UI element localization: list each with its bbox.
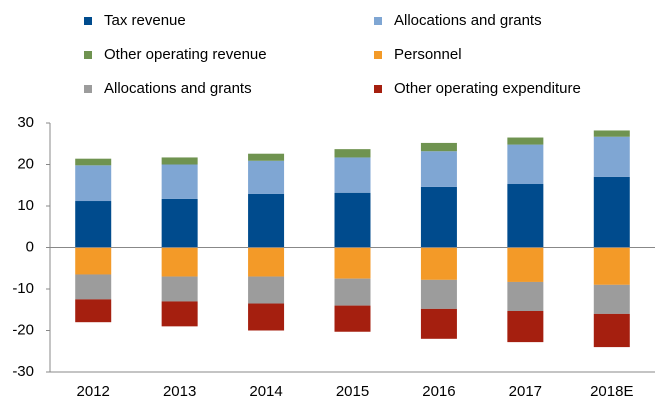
legend-swatch [84, 17, 92, 25]
bar-segment [420, 142, 457, 152]
legend-swatch [374, 85, 382, 93]
bar-segment [161, 198, 198, 248]
bar-segment [334, 278, 371, 306]
bar-segment [75, 274, 112, 300]
legend-label: Allocations and grants [104, 80, 252, 97]
bar-segment [507, 310, 544, 343]
x-tick-label: 2015 [336, 383, 369, 400]
y-tick-label: 0 [26, 238, 34, 255]
bar-segment [593, 176, 630, 248]
bar-segment [161, 157, 198, 165]
legend-label: Personnel [394, 46, 462, 63]
bar-segment [507, 144, 544, 185]
legend-swatch [374, 17, 382, 25]
bar-segment [161, 247, 198, 277]
bar-segment [420, 151, 457, 187]
bar-segment [334, 305, 371, 332]
y-tick-label: -20 [12, 321, 34, 338]
bar-segment [593, 136, 630, 177]
bar-segment [420, 186, 457, 248]
bar-segment [334, 192, 371, 248]
bar-segment [334, 149, 371, 158]
bar-segment [248, 153, 285, 161]
bar-segment [248, 160, 285, 194]
bar-segment [75, 158, 112, 166]
x-tick-label: 2018E [590, 383, 633, 400]
bar-segment [593, 130, 630, 137]
x-tick-label: 2016 [422, 383, 455, 400]
bar-segment [593, 313, 630, 348]
bar-segment [161, 301, 198, 327]
legend-swatch [84, 51, 92, 59]
legend-swatch [84, 85, 92, 93]
bar-segment [334, 247, 371, 279]
y-tick-label: 20 [17, 155, 34, 172]
bar-segment [75, 247, 112, 275]
y-tick-label: -10 [12, 280, 34, 297]
legend-label: Other operating revenue [104, 46, 267, 63]
legend-swatch [374, 51, 382, 59]
bar-segment [161, 276, 198, 302]
bar-segment [507, 281, 544, 311]
bar-segment [75, 165, 112, 202]
bar-segment [75, 299, 112, 323]
bar-segment [420, 308, 457, 339]
bar-segment [507, 137, 544, 145]
legend-label: Other operating expenditure [394, 80, 581, 97]
y-tick-label: 30 [17, 114, 34, 131]
x-tick-label: 2017 [509, 383, 542, 400]
bar-segment [507, 247, 544, 282]
bar-segment [420, 279, 457, 309]
bar-segment [248, 247, 285, 277]
legend-label: Tax revenue [104, 12, 186, 29]
bar-segment [248, 193, 285, 248]
bar-segment [248, 303, 285, 331]
bar-segment [593, 284, 630, 314]
bar-segment [507, 184, 544, 248]
y-tick-label: -30 [12, 363, 34, 380]
bar-segment [593, 247, 630, 285]
x-tick-label: 2012 [77, 383, 110, 400]
x-tick-label: 2013 [163, 383, 196, 400]
bar-segment [161, 164, 198, 199]
bar-segment [334, 157, 371, 193]
bar-segment [75, 201, 112, 248]
legend-label: Allocations and grants [394, 12, 542, 29]
bar-segment [420, 247, 457, 280]
y-tick-label: 10 [17, 197, 34, 214]
x-tick-label: 2014 [249, 383, 282, 400]
bar-segment [248, 276, 285, 304]
